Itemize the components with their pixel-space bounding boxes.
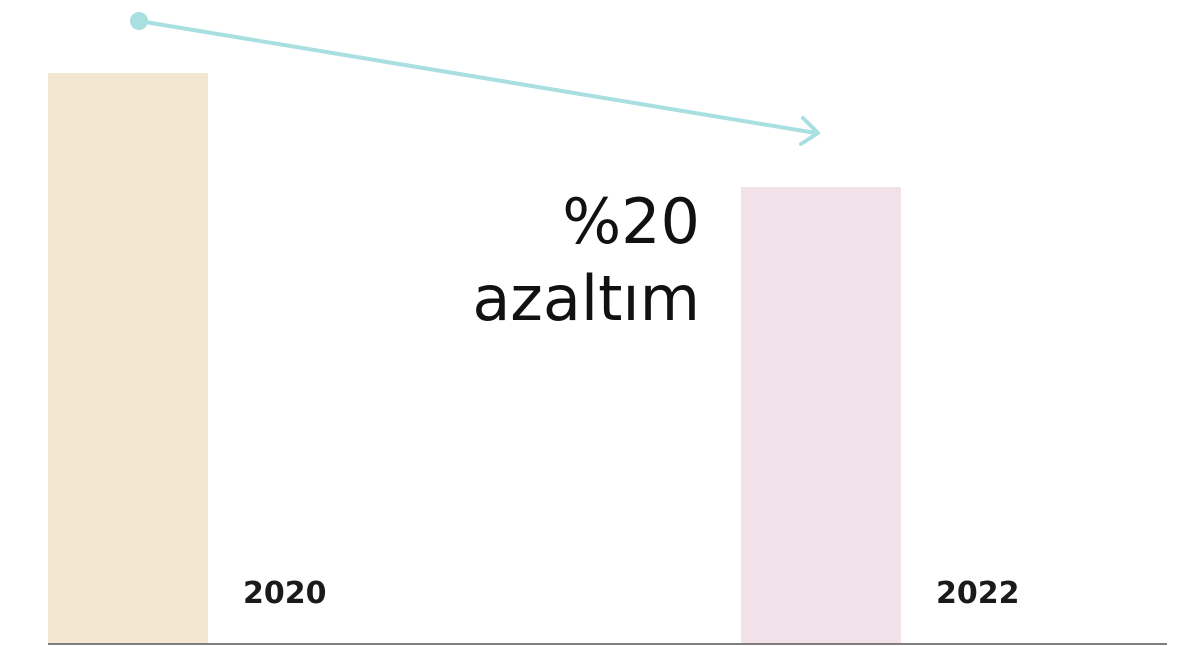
x-tick-label: 2022 <box>936 576 1020 611</box>
bar <box>741 187 901 643</box>
annotation-text: azaltım <box>472 262 700 335</box>
arrow-dot <box>130 12 148 30</box>
trend-arrow <box>137 19 818 135</box>
annotation-value: %20 <box>562 185 700 258</box>
x-tick-label: 2020 <box>243 576 327 611</box>
bar <box>48 73 208 643</box>
arrow-head <box>799 116 820 146</box>
